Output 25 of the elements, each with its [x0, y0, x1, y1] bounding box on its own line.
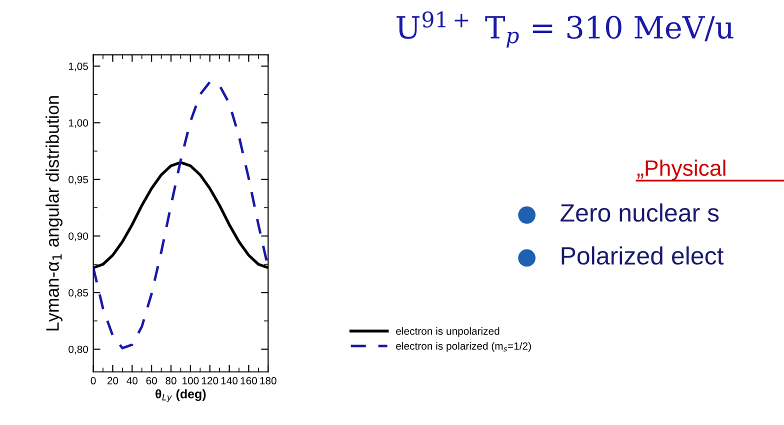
y-tick-label: 1,05: [68, 62, 88, 72]
line-series: [93, 80, 268, 350]
legend-label: electron is unpolarized: [396, 327, 500, 337]
x-tick-label: 180: [260, 377, 276, 384]
x-tick-label: 0: [90, 377, 96, 384]
x-tick-label: 20: [107, 377, 118, 384]
legend-label: electron is polarized (m$_{s}$=1/2): [396, 342, 531, 352]
x-tick-label: 40: [126, 377, 138, 384]
text: „Physical: [637, 160, 726, 180]
y-tick-label: 1,00: [68, 119, 88, 128]
x-tick-label: 60: [146, 377, 157, 384]
text: Zero nuclear s: [560, 203, 719, 222]
text: U$^{91+}$ T$_{p}$ = 310 MeV/u: [396, 11, 734, 48]
x-tick-label: 120: [202, 377, 218, 384]
x-tick-label: 160: [240, 377, 257, 384]
x-tick-label: 140: [221, 377, 238, 384]
y-tick-label: 0,80: [68, 346, 88, 354]
text: Polarized elect: [562, 246, 724, 265]
x-axis-title: θ$_{Ly}$ (deg): [156, 389, 206, 402]
y-axis-title: Lyman-α$_{1}$ angular distribution: [46, 96, 62, 330]
y-tick-label: 0,90: [68, 232, 88, 242]
x-tick-label: 80: [166, 377, 176, 384]
x-tick-label: 100: [182, 377, 199, 384]
y-tick-label: 0,85: [68, 289, 88, 298]
y-tick-label: 0,95: [68, 176, 88, 184]
